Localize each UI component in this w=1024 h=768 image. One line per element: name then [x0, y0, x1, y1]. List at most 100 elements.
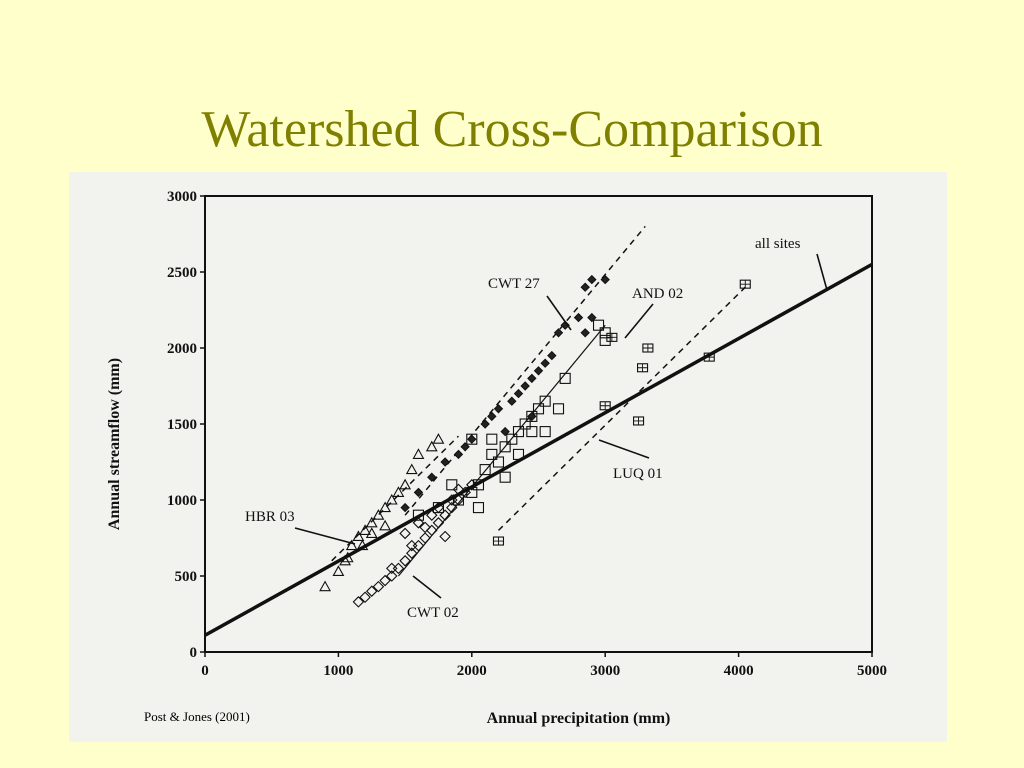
- point-cwt-27: [527, 373, 537, 384]
- point-cwt-02: [399, 527, 411, 540]
- point-cwt-02: [439, 509, 451, 521]
- point-cwt-02: [412, 539, 425, 552]
- y-tick-label: 0: [190, 645, 198, 661]
- point-cwt-27: [480, 419, 490, 429]
- scanned-figure: 0 500 1000 1500 2000 2500 3000 0 1000 2000 3000 400…: [69, 172, 947, 742]
- fit-line-luq-01: [497, 286, 746, 531]
- point-and-02: [539, 395, 551, 407]
- point-and-02: [466, 433, 478, 445]
- point-cwt-02: [412, 517, 425, 529]
- plot-frame: [204, 195, 873, 653]
- point-cwt-02: [426, 509, 438, 521]
- x-tick-label: 1000: [323, 663, 353, 679]
- annotation-and-02: AND 02: [632, 286, 683, 302]
- x-tick-label: 5000: [857, 663, 887, 679]
- point-and-02: [532, 403, 545, 415]
- point-cwt-27: [553, 328, 564, 338]
- point-cwt-02: [432, 517, 445, 529]
- point-and-02: [599, 334, 611, 346]
- point-cwt-27: [540, 358, 550, 368]
- point-hbr-03: [372, 509, 385, 520]
- point-and-02: [499, 471, 511, 483]
- point-and-02: [499, 441, 511, 453]
- point-hbr-03: [365, 527, 378, 538]
- leader-line-hbr-03: [294, 527, 356, 545]
- point-hbr-03: [412, 448, 425, 459]
- y-axis-label: Annual streamflow (mm): [106, 358, 123, 530]
- point-cwt-27: [587, 274, 597, 285]
- annotation-all-sites: all sites: [755, 236, 801, 252]
- y-tick-label: 2000: [167, 341, 197, 357]
- point-and-02: [479, 464, 491, 476]
- point-hbr-03: [339, 554, 352, 566]
- x-tick-label: 3000: [590, 663, 620, 679]
- point-cwt-27: [560, 320, 570, 330]
- point-hbr-03: [356, 539, 369, 551]
- annotation-hbr-03: HBR 03: [245, 509, 295, 525]
- point-cwt-27: [580, 328, 590, 338]
- point-cwt-27: [453, 449, 464, 460]
- point-and-02: [472, 502, 485, 514]
- point-and-02: [552, 403, 565, 415]
- point-luq-01-cross: [704, 353, 715, 362]
- point-and-02: [592, 319, 605, 331]
- point-cwt-27: [573, 312, 584, 323]
- point-and-02: [446, 479, 458, 491]
- point-cwt-27: [413, 487, 424, 498]
- point-cwt-02: [419, 532, 431, 544]
- y-tick-label: 500: [175, 569, 198, 585]
- point-cwt-27: [520, 381, 530, 391]
- point-luq-01-cross: [606, 333, 617, 342]
- point-hbr-03: [359, 524, 372, 535]
- point-cwt-02: [446, 494, 458, 506]
- point-cwt-27: [533, 366, 544, 376]
- point-cwt-27: [547, 350, 557, 361]
- point-and-02: [599, 327, 611, 339]
- point-hbr-03: [379, 519, 392, 531]
- y-tick-label: 3000: [167, 189, 197, 205]
- slide-title: Watershed Cross-Comparison: [201, 101, 823, 158]
- point-hbr-03: [405, 463, 418, 475]
- annotation-luq-01: LUQ 01: [613, 466, 663, 482]
- point-cwt-02: [359, 591, 371, 604]
- point-and-02: [472, 479, 485, 491]
- point-hbr-03: [425, 440, 438, 452]
- point-cwt-02: [372, 580, 385, 593]
- point-hbr-03: [341, 551, 354, 563]
- point-hbr-03: [365, 516, 378, 528]
- point-luq-01-cross: [637, 363, 648, 372]
- citation: Post & Jones (2001): [144, 709, 250, 724]
- point-cwt-02: [466, 479, 478, 491]
- point-luq-01-cross: [493, 537, 504, 546]
- point-and-02: [486, 433, 498, 445]
- point-cwt-02: [405, 539, 418, 552]
- point-and-02: [512, 448, 525, 460]
- point-and-02: [506, 433, 518, 445]
- point-hbr-03: [432, 433, 445, 444]
- point-hbr-03: [392, 486, 405, 497]
- point-cwt-02: [452, 483, 465, 496]
- point-cwt-02: [379, 574, 391, 587]
- point-cwt-02: [385, 562, 398, 575]
- leader-line-cwt-02: [412, 575, 442, 599]
- point-cwt-02: [399, 555, 411, 567]
- point-and-02: [526, 426, 538, 438]
- point-cwt-27: [487, 411, 497, 422]
- fit-line-hbr-03: [331, 435, 459, 562]
- scatter-chart: 0 500 1000 1500 2000 2500 3000 0 1000 2000 3000 400…: [106, 189, 887, 727]
- x-tick-label: 2000: [457, 663, 487, 679]
- point-cwt-27: [513, 388, 524, 399]
- point-and-02: [526, 410, 538, 422]
- point-hbr-03: [332, 565, 345, 576]
- fit-line-all-sites: [204, 262, 873, 637]
- point-and-02: [539, 426, 551, 438]
- point-cwt-27: [587, 312, 597, 323]
- point-cwt-02: [439, 530, 451, 543]
- point-and-02: [512, 426, 525, 438]
- point-hbr-03: [385, 493, 398, 505]
- point-hbr-03: [345, 539, 358, 551]
- point-cwt-27: [493, 404, 504, 414]
- leader-line-and-02: [624, 303, 654, 339]
- leader-line-all-sites: [816, 253, 828, 291]
- x-tick-label: 0: [201, 663, 209, 679]
